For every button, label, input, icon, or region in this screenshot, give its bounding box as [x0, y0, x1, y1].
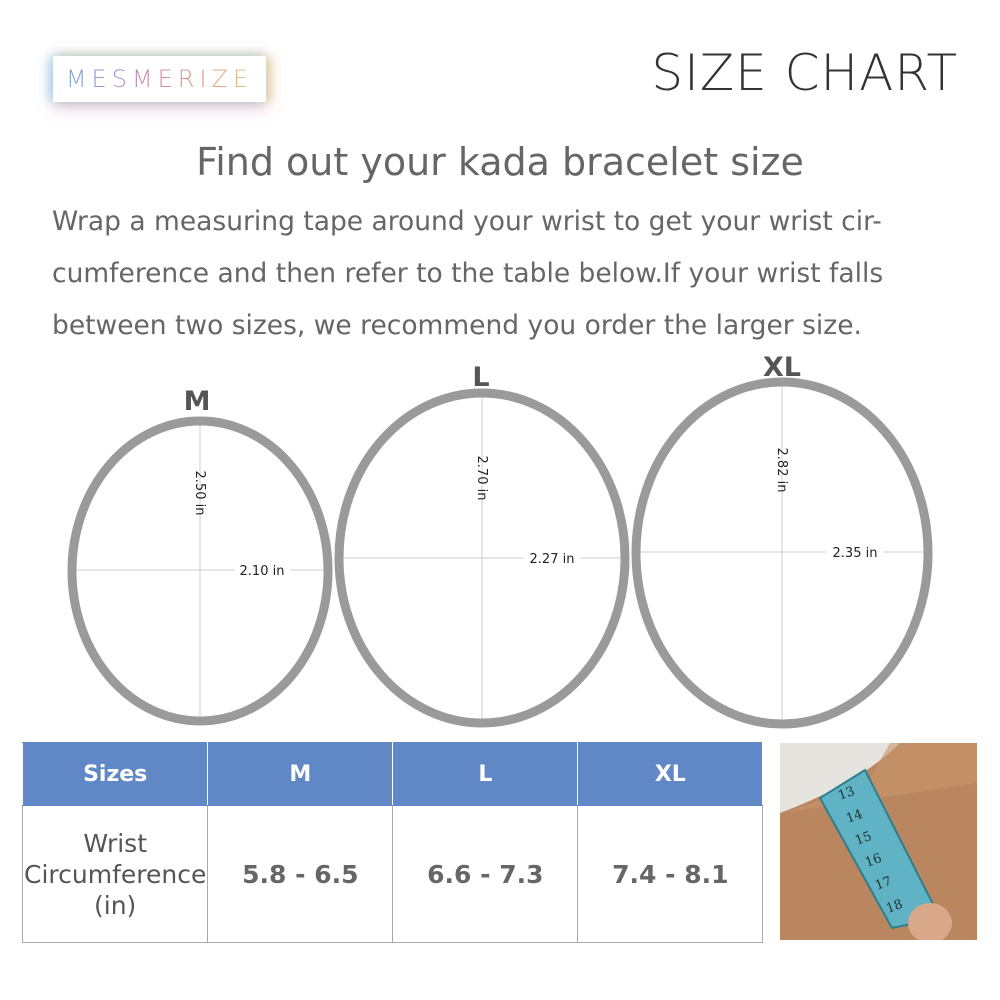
ring-width-label: 2.10 in	[240, 564, 285, 579]
ring-height-label: 2.82 in	[774, 448, 789, 493]
value-cell: 5.8 - 6.5	[207, 805, 394, 943]
table-header-row: Sizes M L XL	[21, 742, 764, 806]
ring-size-label: L	[472, 362, 489, 393]
logo-text: MESMERIZE	[65, 65, 254, 93]
ring-l: L 2.70 in 2.27 in	[334, 362, 630, 728]
thumb	[908, 903, 952, 940]
wrist-measuring-photo: 13 14 15 16 17 18	[780, 743, 977, 940]
ring-size-label: XL	[763, 352, 801, 383]
value-cell: 7.4 - 8.1	[577, 805, 764, 943]
header-cell: L	[392, 742, 579, 806]
instruction-line: between two sizes, we recommend you orde…	[52, 310, 862, 341]
ring-outline	[334, 388, 630, 728]
svg-text:14: 14	[844, 807, 865, 827]
instruction-line: Wrap a measuring tape around your wrist …	[52, 206, 882, 237]
instruction-line: cumference and then refer to the table b…	[52, 258, 884, 289]
ring-m: M 2.50 in 2.10 in	[67, 386, 333, 726]
row-label: Wrist Circumference (in)	[21, 805, 209, 943]
header-cell: Sizes	[21, 742, 209, 806]
header-cell: M	[207, 742, 394, 806]
svg-text:13: 13	[836, 784, 857, 804]
svg-text:15: 15	[853, 829, 874, 849]
ring-width-label: 2.35 in	[833, 546, 878, 561]
instructions: Wrap a measuring tape around your wrist …	[52, 196, 962, 352]
brand-logo: MESMERIZE	[53, 56, 266, 102]
ring-xl: XL 2.82 in 2.35 in	[631, 352, 933, 729]
size-table: Sizes M L XL Wrist Circumference (in) 5.8 …	[21, 742, 764, 943]
ring-height-label: 2.70 in	[474, 456, 489, 501]
svg-text:18: 18	[884, 897, 905, 917]
ring-outline	[631, 377, 933, 729]
ring-diagrams: M 2.50 in 2.10 in L 2.70 in 2.27 in XL 2…	[67, 352, 933, 729]
value-cell: 6.6 - 7.3	[392, 805, 579, 943]
table-row: Wrist Circumference (in) 5.8 - 6.5 6.6 - 7…	[21, 805, 764, 943]
header-cell: XL	[577, 742, 764, 806]
ring-outline	[67, 416, 333, 726]
svg-text:17: 17	[873, 874, 894, 894]
ring-size-label: M	[184, 386, 211, 417]
ring-width-label: 2.27 in	[530, 552, 575, 567]
page-title: SIZE CHART	[651, 44, 958, 102]
svg-text:16: 16	[863, 851, 884, 871]
subtitle: Find out your kada bracelet size	[196, 140, 804, 184]
ring-height-label: 2.50 in	[192, 471, 207, 516]
